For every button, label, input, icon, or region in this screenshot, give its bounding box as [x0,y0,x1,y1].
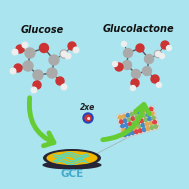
Circle shape [132,121,136,125]
Circle shape [154,50,161,57]
Circle shape [60,50,68,58]
Circle shape [144,118,148,122]
Circle shape [148,117,151,121]
Circle shape [68,42,76,50]
Text: Glucolactone: Glucolactone [102,24,174,34]
Circle shape [33,70,43,80]
Circle shape [127,118,131,122]
Ellipse shape [46,151,98,165]
Circle shape [131,117,135,121]
Text: e: e [86,115,90,121]
Ellipse shape [42,160,101,170]
Circle shape [131,131,134,135]
Circle shape [122,129,125,132]
Circle shape [22,42,28,48]
Circle shape [149,122,153,125]
Circle shape [40,43,49,53]
Circle shape [152,116,155,120]
Circle shape [137,125,141,128]
Circle shape [122,115,126,118]
Circle shape [156,51,160,57]
Circle shape [119,116,122,119]
Circle shape [130,127,133,130]
Circle shape [122,42,126,46]
Circle shape [160,53,164,59]
Circle shape [56,77,64,85]
Circle shape [115,63,123,71]
Circle shape [147,113,150,116]
Circle shape [145,122,149,126]
Circle shape [14,64,22,72]
Circle shape [131,79,139,87]
Circle shape [142,109,145,113]
FancyArrowPatch shape [103,105,149,140]
Circle shape [130,85,136,91]
Circle shape [61,51,67,57]
Circle shape [142,128,146,132]
Circle shape [10,68,16,74]
Circle shape [156,83,161,88]
Circle shape [139,115,143,119]
FancyArrowPatch shape [29,98,54,146]
Text: 2xe: 2xe [80,104,96,112]
Circle shape [49,55,59,65]
Text: Glucose: Glucose [20,25,64,35]
Circle shape [31,87,37,93]
Circle shape [85,115,91,121]
Circle shape [139,129,142,132]
Circle shape [12,49,18,55]
Circle shape [143,67,152,75]
Circle shape [167,46,171,50]
Circle shape [16,45,24,53]
Circle shape [140,119,144,123]
Circle shape [134,112,137,115]
Circle shape [33,81,41,89]
Circle shape [149,107,153,111]
Circle shape [146,108,149,112]
Circle shape [145,54,153,64]
Circle shape [126,128,129,131]
Circle shape [47,68,57,78]
Polygon shape [117,105,160,139]
Circle shape [73,47,79,53]
Circle shape [61,84,67,90]
Ellipse shape [43,149,101,167]
Circle shape [122,60,132,70]
Circle shape [136,44,144,52]
Circle shape [151,75,159,83]
Circle shape [146,127,150,130]
Circle shape [143,114,146,117]
Circle shape [123,133,127,137]
Circle shape [126,114,130,117]
Circle shape [138,111,141,114]
Circle shape [135,116,139,119]
Circle shape [150,126,154,129]
Text: GCE: GCE [60,169,84,179]
Circle shape [130,112,134,116]
Circle shape [136,120,140,124]
Circle shape [23,61,33,71]
Circle shape [153,120,156,124]
Circle shape [25,48,35,58]
Circle shape [123,119,127,122]
Circle shape [133,125,137,129]
Circle shape [150,112,154,115]
Circle shape [129,122,132,126]
Circle shape [161,41,169,49]
Circle shape [127,132,131,136]
Circle shape [125,123,128,127]
Circle shape [154,125,158,128]
Circle shape [123,49,132,57]
Circle shape [141,123,145,127]
Circle shape [135,130,138,134]
Circle shape [112,61,118,67]
Circle shape [120,120,123,124]
Circle shape [83,113,93,123]
Circle shape [132,70,140,78]
Circle shape [121,124,124,128]
Circle shape [65,53,71,59]
